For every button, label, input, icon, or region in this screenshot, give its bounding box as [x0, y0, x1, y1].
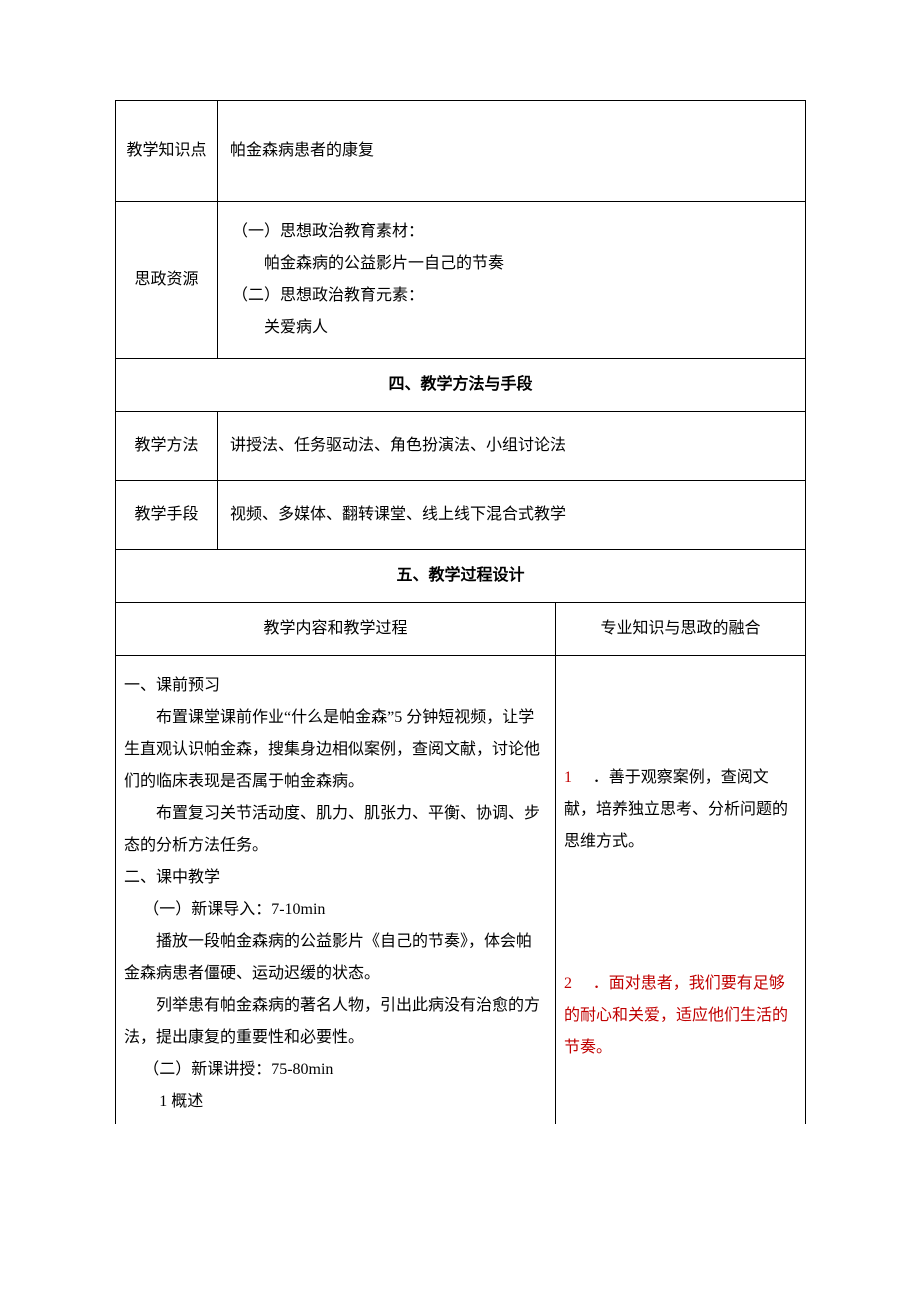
row-subheaders: 教学内容和教学过程 专业知识与思政的融合	[116, 603, 806, 656]
row-section-5: 五、教学过程设计	[116, 550, 806, 603]
process-paragraph: 布置复习关节活动度、肌力、肌张力、平衡、协调、步态的分析方法任务。	[124, 798, 545, 862]
fusion-item-text: ．面对患者，我们要有足够的耐心和关爱，适应他们生活的节奏。	[564, 975, 788, 1056]
value-knowledge: 帕金森病患者的康复	[218, 101, 806, 202]
subheader-left: 教学内容和教学过程	[116, 603, 556, 656]
fusion-item-text: ．善于观察案例，查阅文献，培养独立思考、分析问题的思维方式。	[564, 769, 788, 850]
value-method: 讲授法、任务驱动法、角色扮演法、小组讨论法	[218, 412, 806, 481]
value-means: 视频、多媒体、翻转课堂、线上线下混合式教学	[218, 481, 806, 550]
row-knowledge: 教学知识点 帕金森病患者的康复	[116, 101, 806, 202]
row-resources: 思政资源 （一）思想政治教育素材： 帕金森病的公益影片一自己的节奏 （二）思想政…	[116, 202, 806, 359]
resources-line: （一）思想政治教育素材：	[232, 216, 789, 248]
process-paragraph: 播放一段帕金森病的公益影片《自己的节奏》，体会帕金森病患者僵硬、运动迟缓的状态。	[124, 926, 545, 990]
process-content: 一、课前预习布置课堂课前作业“什么是帕金森”5 分钟短视频，让学生直观认识帕金森…	[116, 656, 556, 1125]
value-resources: （一）思想政治教育素材： 帕金森病的公益影片一自己的节奏 （二）思想政治教育元素…	[218, 202, 806, 359]
fusion-content: 1．善于观察案例，查阅文献，培养独立思考、分析问题的思维方式。 2．面对患者，我们…	[556, 656, 806, 1125]
row-process: 一、课前预习布置课堂课前作业“什么是帕金森”5 分钟短视频，让学生直观认识帕金森…	[116, 656, 806, 1125]
row-means: 教学手段 视频、多媒体、翻转课堂、线上线下混合式教学	[116, 481, 806, 550]
fusion-item: 2．面对患者，我们要有足够的耐心和关爱，适应他们生活的节奏。	[564, 968, 797, 1064]
label-method: 教学方法	[116, 412, 218, 481]
process-paragraph: （一）新课导入：7-10min	[124, 894, 545, 926]
fusion-item-number: 2	[564, 968, 593, 1000]
fusion-item-number: 1	[564, 762, 593, 794]
resources-line: 关爱病人	[232, 312, 789, 344]
process-paragraph: 1 概述	[124, 1086, 545, 1118]
label-knowledge: 教学知识点	[116, 101, 218, 202]
process-paragraph: 一、课前预习	[124, 670, 545, 702]
label-means: 教学手段	[116, 481, 218, 550]
process-paragraph: 二、课中教学	[124, 862, 545, 894]
fusion-item: 1．善于观察案例，查阅文献，培养独立思考、分析问题的思维方式。	[564, 762, 797, 858]
section-4-header: 四、教学方法与手段	[116, 359, 806, 412]
process-paragraph: 列举患有帕金森病的著名人物，引出此病没有治愈的方法，提出康复的重要性和必要性。	[124, 990, 545, 1054]
process-paragraph: （二）新课讲授：75-80min	[124, 1054, 545, 1086]
section-5-header: 五、教学过程设计	[116, 550, 806, 603]
row-section-4: 四、教学方法与手段	[116, 359, 806, 412]
process-paragraph: 布置课堂课前作业“什么是帕金森”5 分钟短视频，让学生直观认识帕金森，搜集身边相…	[124, 702, 545, 798]
resources-line: 帕金森病的公益影片一自己的节奏	[232, 248, 789, 280]
document-page: 教学知识点 帕金森病患者的康复 思政资源 （一）思想政治教育素材： 帕金森病的公…	[0, 0, 920, 1301]
lesson-plan-table: 教学知识点 帕金森病患者的康复 思政资源 （一）思想政治教育素材： 帕金森病的公…	[115, 100, 806, 1124]
row-method: 教学方法 讲授法、任务驱动法、角色扮演法、小组讨论法	[116, 412, 806, 481]
label-resources: 思政资源	[116, 202, 218, 359]
subheader-right: 专业知识与思政的融合	[556, 603, 806, 656]
resources-line: （二）思想政治教育元素：	[232, 280, 789, 312]
